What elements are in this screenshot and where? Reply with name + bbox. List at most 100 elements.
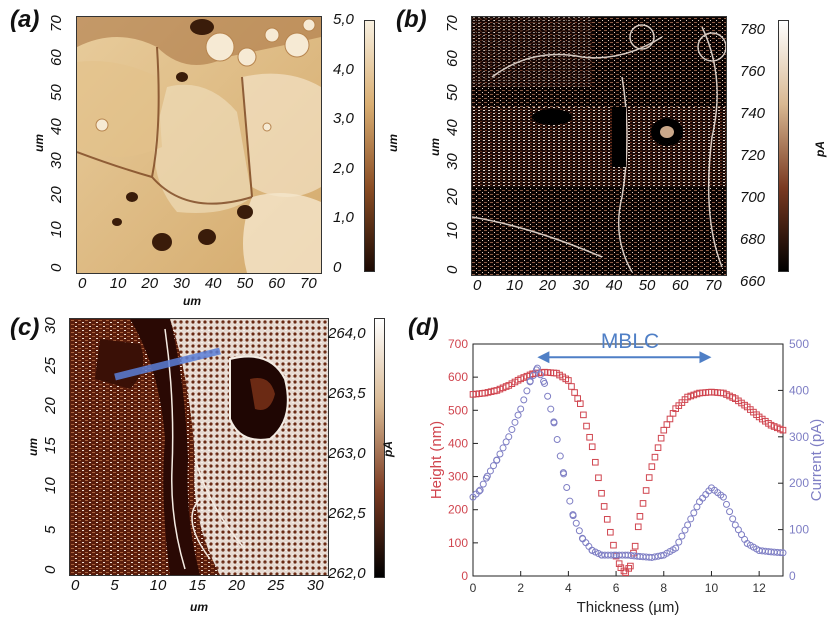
panel-b-x-tick: 0 xyxy=(473,277,482,294)
panel-c-x-tick: 5 xyxy=(110,577,119,594)
data-point-circle xyxy=(544,392,552,400)
data-point-circle xyxy=(526,377,534,385)
data-point-circle xyxy=(475,487,483,495)
panel-c-colorbar-tick: 264,0 xyxy=(328,325,366,342)
panel-b-colorbar-tick: 760 xyxy=(740,63,766,80)
data-point-circle xyxy=(514,411,522,419)
x-tick-label: 12 xyxy=(752,581,766,595)
annotation-arrow-head-right xyxy=(699,351,712,364)
panel-b-x-tick: 20 xyxy=(539,277,556,294)
data-point-square xyxy=(607,528,614,536)
panel-a-y-tick: 70 xyxy=(48,15,65,32)
data-point-circle xyxy=(607,551,615,559)
chart-axes: 0 2 4 6 8 10 12 0 100 200 300 400 500 600 700 0 100 200 30… xyxy=(428,337,825,616)
y-axis-title: Height (nm) xyxy=(428,421,445,499)
panel-b-colorbar-tick: 740 xyxy=(740,105,766,122)
data-point-circle xyxy=(684,521,692,529)
panel-c-y-tick: 20 xyxy=(42,397,59,414)
panel-a-y-tick: 30 xyxy=(48,152,65,170)
y-tick-label: 0 xyxy=(461,569,468,583)
panel-c-x-tick: 30 xyxy=(307,577,324,594)
data-point-circle xyxy=(533,364,541,372)
data-point-circle xyxy=(672,544,680,552)
x-tick-label: 10 xyxy=(705,581,719,595)
panel-a-x-tick: 10 xyxy=(109,275,127,292)
data-point-circle xyxy=(550,419,558,427)
panel-a-colorbar-tick: 4,0 xyxy=(333,60,354,78)
data-point-circle xyxy=(529,371,537,379)
panel-a-colorbar xyxy=(364,20,375,272)
x-tick-label: 2 xyxy=(517,581,524,595)
data-point-circle xyxy=(779,549,787,557)
panel-c-colorbar-tick: 262,0 xyxy=(328,565,366,582)
panel-b-colorbar-tick: 780 xyxy=(740,21,766,38)
data-point-circle xyxy=(722,500,730,508)
panel-a-colorbar-tick: 3,0 xyxy=(333,110,354,128)
data-point-square xyxy=(598,489,605,497)
data-point-circle xyxy=(738,531,746,539)
data-point-circle xyxy=(719,493,727,501)
data-point-square xyxy=(580,411,587,419)
panel-a-x-tick: 70 xyxy=(300,275,317,292)
panel-c-colorbar-tick: 263,5 xyxy=(328,385,366,402)
data-point-circle xyxy=(496,450,504,458)
panel-b-colorbar-tick: 680 xyxy=(740,231,766,248)
data-point-circle xyxy=(690,509,698,517)
data-point-square xyxy=(571,389,578,396)
panel-c-x-tick: 0 xyxy=(71,577,80,594)
data-point-square xyxy=(615,560,623,567)
data-point-square xyxy=(651,453,659,461)
data-point-square xyxy=(595,474,602,482)
data-point-circle xyxy=(493,456,501,464)
panel-c-x-tick: 15 xyxy=(189,577,206,594)
data-point-circle xyxy=(560,470,568,478)
panel-a-image-svg xyxy=(77,17,321,273)
data-point-circle xyxy=(731,521,739,529)
data-point-circle xyxy=(523,387,531,395)
y2-tick-label: 500 xyxy=(789,337,809,351)
panel-c-y-tick: 25 xyxy=(42,357,59,374)
data-point-square xyxy=(592,458,599,466)
y2-axis-title: Current (pA) xyxy=(808,419,825,502)
panel-c-x-tick: 25 xyxy=(267,577,285,594)
panel-b-letter: (b) xyxy=(396,6,427,33)
data-point-square xyxy=(660,426,668,434)
data-point-circle xyxy=(483,472,491,480)
data-point-circle xyxy=(585,542,593,550)
panel-d-letter: (d) xyxy=(408,314,439,341)
panel-c-current-map-image xyxy=(69,318,329,576)
panel-c-y-tick: 5 xyxy=(42,525,59,534)
panel-a-y-tick: 60 xyxy=(48,49,65,67)
panel-a-x-tick: 20 xyxy=(141,275,159,292)
panel-a-x-tick: 60 xyxy=(268,275,285,292)
series-1 xyxy=(469,368,787,576)
data-point-circle xyxy=(678,532,686,540)
panel-d-chart: 0 2 4 6 8 10 12 0 100 200 300 400 500 600 700 0 100 200 30… xyxy=(428,330,825,616)
data-point-circle xyxy=(734,526,742,534)
panel-a-colorbar-tick: 0 xyxy=(333,259,342,276)
y-tick-label: 300 xyxy=(448,470,468,484)
panel-b-x-tick: 30 xyxy=(572,277,590,294)
data-point-circle xyxy=(520,396,528,404)
data-point-circle xyxy=(499,444,507,452)
data-point-square xyxy=(603,516,611,523)
data-point-circle xyxy=(476,486,484,494)
panel-c-colorbar-tick: 262,5 xyxy=(328,505,366,522)
panel-c-y-tick: 0 xyxy=(42,565,59,574)
panel-a-x-tick: 40 xyxy=(204,275,222,292)
data-point-square xyxy=(577,400,584,407)
data-point-circle xyxy=(479,480,487,488)
panel-b-x-tick: 50 xyxy=(638,277,656,294)
panel-a-y-tick: 50 xyxy=(48,83,65,101)
panel-a-colorbar-tick: 2,0 xyxy=(333,159,354,177)
chart-marks xyxy=(469,351,787,576)
panel-c-colorbar xyxy=(374,318,385,578)
panel-a-colorbar-tick: 5,0 xyxy=(333,11,354,28)
panel-b-y-tick: 40 xyxy=(444,119,461,136)
panel-b-colorbar-tick: 660 xyxy=(740,273,766,290)
panel-b-y-tick: 20 xyxy=(444,188,461,205)
panel-c-image-svg xyxy=(70,319,328,575)
x-tick-label: 8 xyxy=(660,581,667,595)
data-point-circle xyxy=(675,538,683,546)
panel-b-y-tick: 60 xyxy=(444,49,461,67)
